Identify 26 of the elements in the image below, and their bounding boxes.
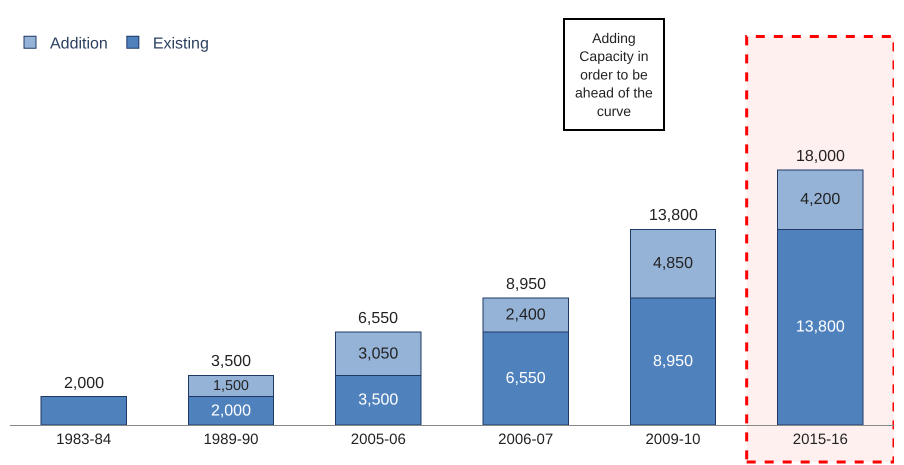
legend-label: Addition (50, 36, 108, 53)
data-label: 4,850 (652, 255, 694, 272)
legend-label: Existing (152, 36, 209, 53)
x-tick-label: 2015-16 (792, 431, 848, 448)
total-label: 18,000 (796, 148, 846, 165)
data-label: 13,800 (796, 318, 845, 336)
bar (40, 396, 127, 425)
x-tick-label: 1989-90 (203, 431, 259, 448)
data-label: 2,000 (210, 402, 252, 420)
data-label: 3,500 (358, 392, 398, 409)
total-label: 3,500 (211, 353, 252, 370)
data-label: 4,200 (800, 191, 840, 208)
data-label: 6,550 (506, 370, 546, 388)
total-label: 6,550 (358, 310, 398, 327)
total-label: 8,950 (506, 276, 546, 293)
data-label: 1,500 (212, 378, 249, 394)
data-label: 3,050 (358, 345, 398, 362)
total-label: 13,800 (649, 207, 698, 224)
data-label: 8,950 (652, 353, 694, 370)
x-tick-label: 2009-10 (645, 431, 701, 448)
x-tick-label: 2005-06 (350, 431, 406, 448)
x-tick-label: 2006-07 (498, 431, 554, 448)
total-label: 2,000 (64, 375, 104, 392)
x-tick-label: 1983-84 (56, 431, 112, 448)
data-label: 2,400 (506, 306, 546, 324)
text: Adding Capacity in order to be ahead of the curve (575, 30, 654, 119)
